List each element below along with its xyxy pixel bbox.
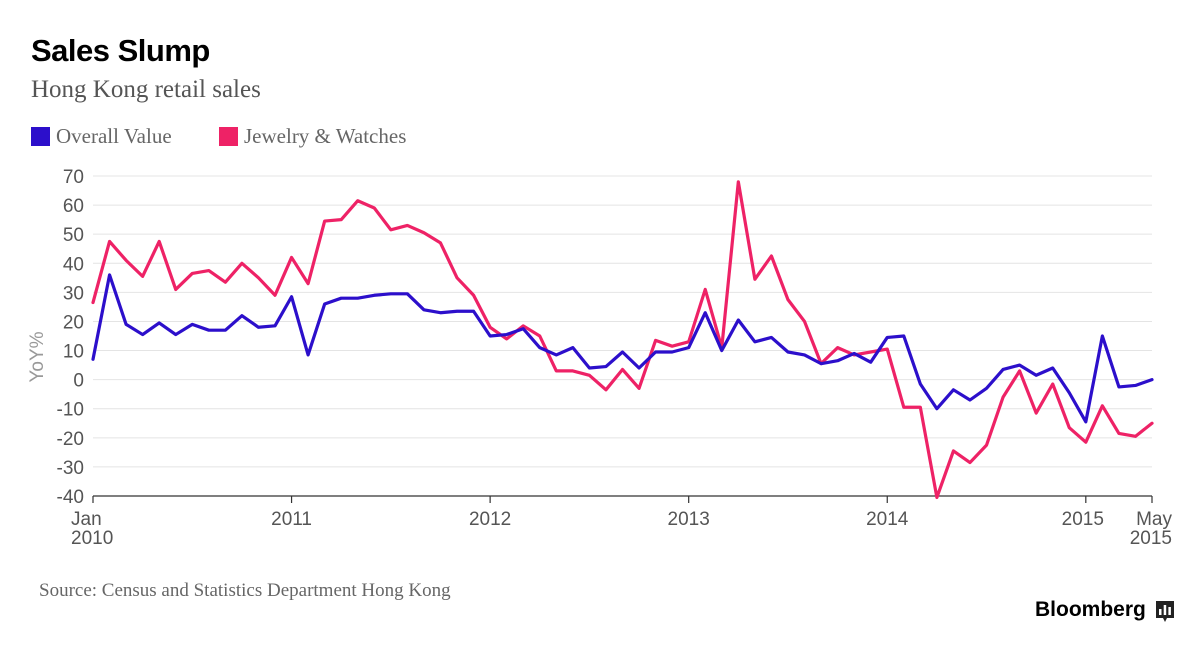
- legend-label-overall-value: Overall Value: [56, 124, 172, 148]
- x-tick-label: 2013: [668, 509, 710, 530]
- y-tick-labels: 70 60 50 40 30 20 10 0 -10 -20 -30 -40: [57, 167, 84, 508]
- bloomberg-terminal-icon: [1156, 601, 1174, 622]
- legend-swatch-jewelry-watches: [219, 127, 238, 146]
- series-line-jewelry-watches: [91, 180, 1154, 500]
- x-tick-label-year: 2015: [1130, 528, 1172, 549]
- y-tick-label: 10: [63, 342, 84, 363]
- y-tick-label: 70: [63, 167, 84, 188]
- chart-title: Sales Slump: [31, 33, 210, 68]
- y-tick-label: 20: [63, 312, 84, 333]
- y-tick-label: 0: [73, 371, 84, 392]
- x-tick-label-year: 2010: [71, 528, 113, 549]
- x-tick-label: May: [1136, 509, 1172, 530]
- series-lines: [91, 180, 1154, 500]
- x-tick-label: Jan: [71, 509, 102, 530]
- legend-swatch-overall-value: [31, 127, 50, 146]
- y-axis-title: YoY%: [27, 331, 48, 382]
- y-tick-label: 50: [63, 225, 84, 246]
- series-line-overall-value: [91, 273, 1154, 424]
- chart-subtitle: Hong Kong retail sales: [31, 76, 261, 103]
- y-tick-label: -40: [57, 487, 84, 508]
- y-tick-label: 60: [63, 196, 84, 217]
- legend-item-overall-value: Overall Value: [31, 124, 172, 149]
- source-note: Source: Census and Statistics Department…: [39, 580, 451, 601]
- y-tick-label: -10: [57, 400, 84, 421]
- legend-item-jewelry-watches: Jewelry & Watches: [219, 124, 406, 149]
- x-tick-label: 2014: [866, 509, 909, 530]
- y-tick-label: -30: [57, 458, 84, 479]
- x-tick-label: 2012: [469, 509, 511, 530]
- bloomberg-logo: Bloomberg: [1035, 598, 1146, 621]
- legend-label-jewelry-watches: Jewelry & Watches: [244, 124, 407, 148]
- y-tick-label: 40: [63, 254, 84, 275]
- y-tick-label: 30: [63, 283, 84, 304]
- y-tick-label: -20: [57, 429, 84, 450]
- x-tick-label: 2015: [1062, 509, 1104, 530]
- x-tick-label: 2011: [271, 509, 312, 530]
